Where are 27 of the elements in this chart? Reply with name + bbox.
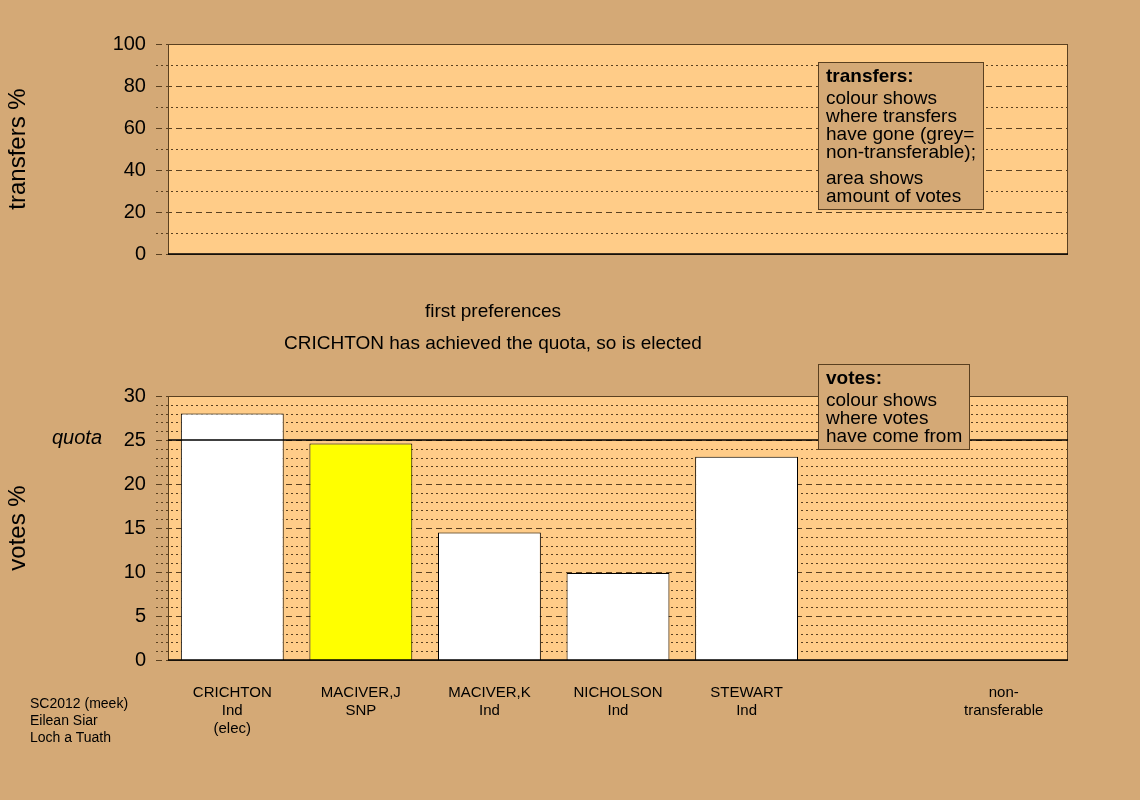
x-tick-label: MACIVER,J SNP	[320, 683, 401, 719]
y-axis-title: transfers %	[3, 88, 31, 210]
y-tick-label: 80	[123, 73, 146, 96]
y-tick-label: 30	[123, 383, 146, 406]
annotation: votes: colour shows where votes have come from	[826, 367, 963, 446]
chart-title: first preferences	[423, 300, 563, 322]
y-tick-label: 10	[123, 559, 146, 582]
x-tick-label: non- transferable	[964, 683, 1044, 719]
y-axis-title: votes %	[3, 485, 31, 571]
x-tick-label: MACIVER,K Ind	[448, 683, 531, 719]
y-tick-label: 25	[123, 427, 146, 450]
ref-line-label: quota	[52, 425, 103, 448]
x-tick-label: NICHOLSON Ind	[573, 683, 663, 719]
y-tick-label: 20	[123, 471, 146, 494]
chart-subtitle: CRICHTON has achieved the quota, so is elected	[283, 332, 703, 354]
y-tick-label: 60	[123, 115, 146, 138]
y-tick-label: 40	[123, 157, 146, 180]
x-tick-label: STEWART Ind	[710, 683, 783, 719]
text: SC2012 (meek) Eilean Siar Loch a Tuath	[30, 695, 129, 746]
y-tick-label: 0	[134, 241, 146, 264]
y-tick-label: 100	[112, 31, 146, 54]
y-tick-label: 5	[134, 603, 146, 626]
x-tick-label: CRICHTON Ind (elec)	[192, 683, 272, 737]
y-tick-label: 15	[123, 515, 146, 538]
y-tick-label: 20	[123, 199, 146, 222]
y-tick-label: 0	[134, 647, 146, 670]
annotation: transfers: colour shows where transfers have gone (grey= non-transferable); area shows amount of votes	[826, 65, 976, 206]
